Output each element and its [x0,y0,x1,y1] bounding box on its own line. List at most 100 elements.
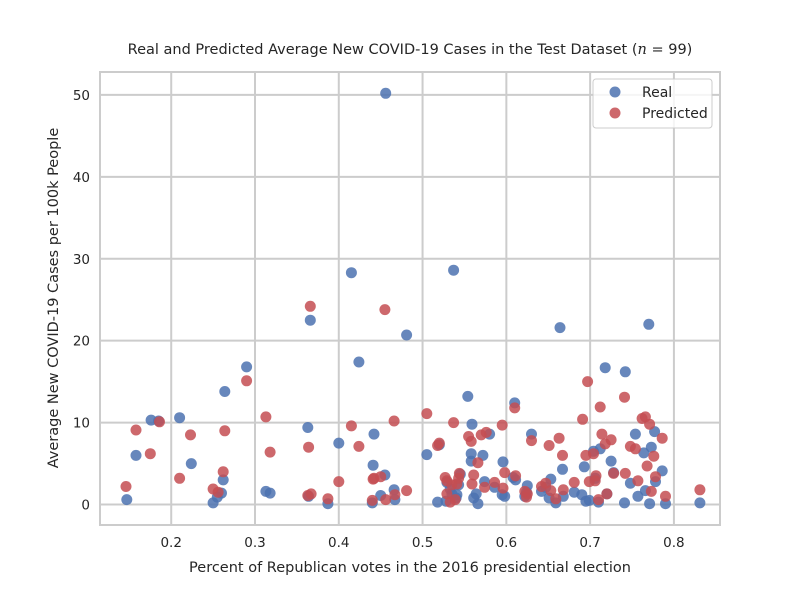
data-point [305,488,317,500]
data-point [441,475,453,487]
data-point [577,413,589,425]
data-point [582,376,594,388]
data-point [545,485,557,497]
data-points [120,87,706,510]
data-point [594,401,606,413]
data-point [588,448,599,460]
data-point [241,375,253,387]
data-point [219,425,231,437]
data-point [510,470,522,482]
data-point [660,490,671,502]
data-point [489,476,501,488]
y-tick-label: 20 [73,334,90,350]
plot-area [100,72,720,525]
data-point [619,366,631,378]
legend-label-real: Real [642,85,672,101]
data-point [497,482,509,494]
data-point [302,422,314,433]
data-point [629,428,641,440]
data-point [421,408,433,420]
data-point [648,450,660,462]
data-point [599,362,611,374]
data-point [644,498,656,510]
data-point [632,490,644,502]
x-tick-label: 0.3 [244,535,265,551]
series-predicted [120,300,706,508]
data-point [499,490,511,502]
data-point [557,463,568,475]
legend-label-predicted: Predicted [642,106,708,122]
data-point [694,484,706,496]
data-point [644,418,656,430]
data-point [241,361,253,373]
data-point [217,474,229,486]
data-point [264,446,276,458]
data-point [368,428,380,440]
data-point [389,489,401,501]
data-point [553,432,565,444]
legend-box [592,78,713,129]
data-point [694,497,706,509]
data-point [260,411,272,423]
y-tick-label: 40 [73,170,90,186]
data-point [608,467,620,479]
grid [100,72,720,525]
plot-frame [99,71,721,526]
data-point [367,459,379,471]
data-point [465,448,477,460]
data-point [174,472,186,484]
data-point [453,467,465,479]
data-point [472,498,484,510]
data-point [557,484,569,496]
data-point [401,329,413,341]
data-point [219,386,231,397]
y-tick-label: 50 [73,88,90,104]
data-point [120,481,132,492]
data-point [605,434,617,446]
x-tick-label: 0.7 [579,535,600,551]
data-point [130,424,142,436]
data-point [353,440,365,452]
data-point [519,485,531,497]
data-point [578,461,590,473]
data-point [619,467,631,479]
data-point [619,497,630,509]
data-point [601,488,613,500]
data-point [568,476,580,488]
data-point [448,264,460,276]
data-point [638,447,650,459]
data-point [353,356,365,368]
x-axis-ticks: 0.2 0.3 0.4 0.5 0.6 0.7 0.8 [160,535,684,551]
data-point [499,467,511,479]
data-point [470,488,482,500]
data-point [121,494,133,506]
legend-marker-predicted [609,107,621,119]
data-point [379,304,391,316]
y-axis-ticks: 0 10 20 30 40 50 [73,88,90,514]
data-point [433,437,445,449]
chart-title: Real and Predicted Average New COVID-19 … [128,42,693,58]
data-point [557,449,568,461]
data-point [605,455,617,467]
data-point [421,449,433,461]
data-point [645,441,657,453]
data-point [543,440,555,451]
data-point [550,493,562,505]
data-point [345,267,357,279]
data-point [479,481,491,493]
data-point [645,485,657,497]
data-point [466,478,478,490]
data-point [468,469,480,481]
data-point [333,476,345,488]
data-point [526,435,537,447]
y-tick-label: 10 [73,416,90,432]
data-point [641,460,653,472]
data-point [496,419,508,431]
data-point [462,390,474,402]
x-tick-label: 0.5 [412,535,433,551]
data-point [465,435,477,447]
data-point [303,441,315,453]
data-point [480,426,492,438]
chart-title-prefix: Real and Predicted Average New COVID-19 … [128,42,638,58]
